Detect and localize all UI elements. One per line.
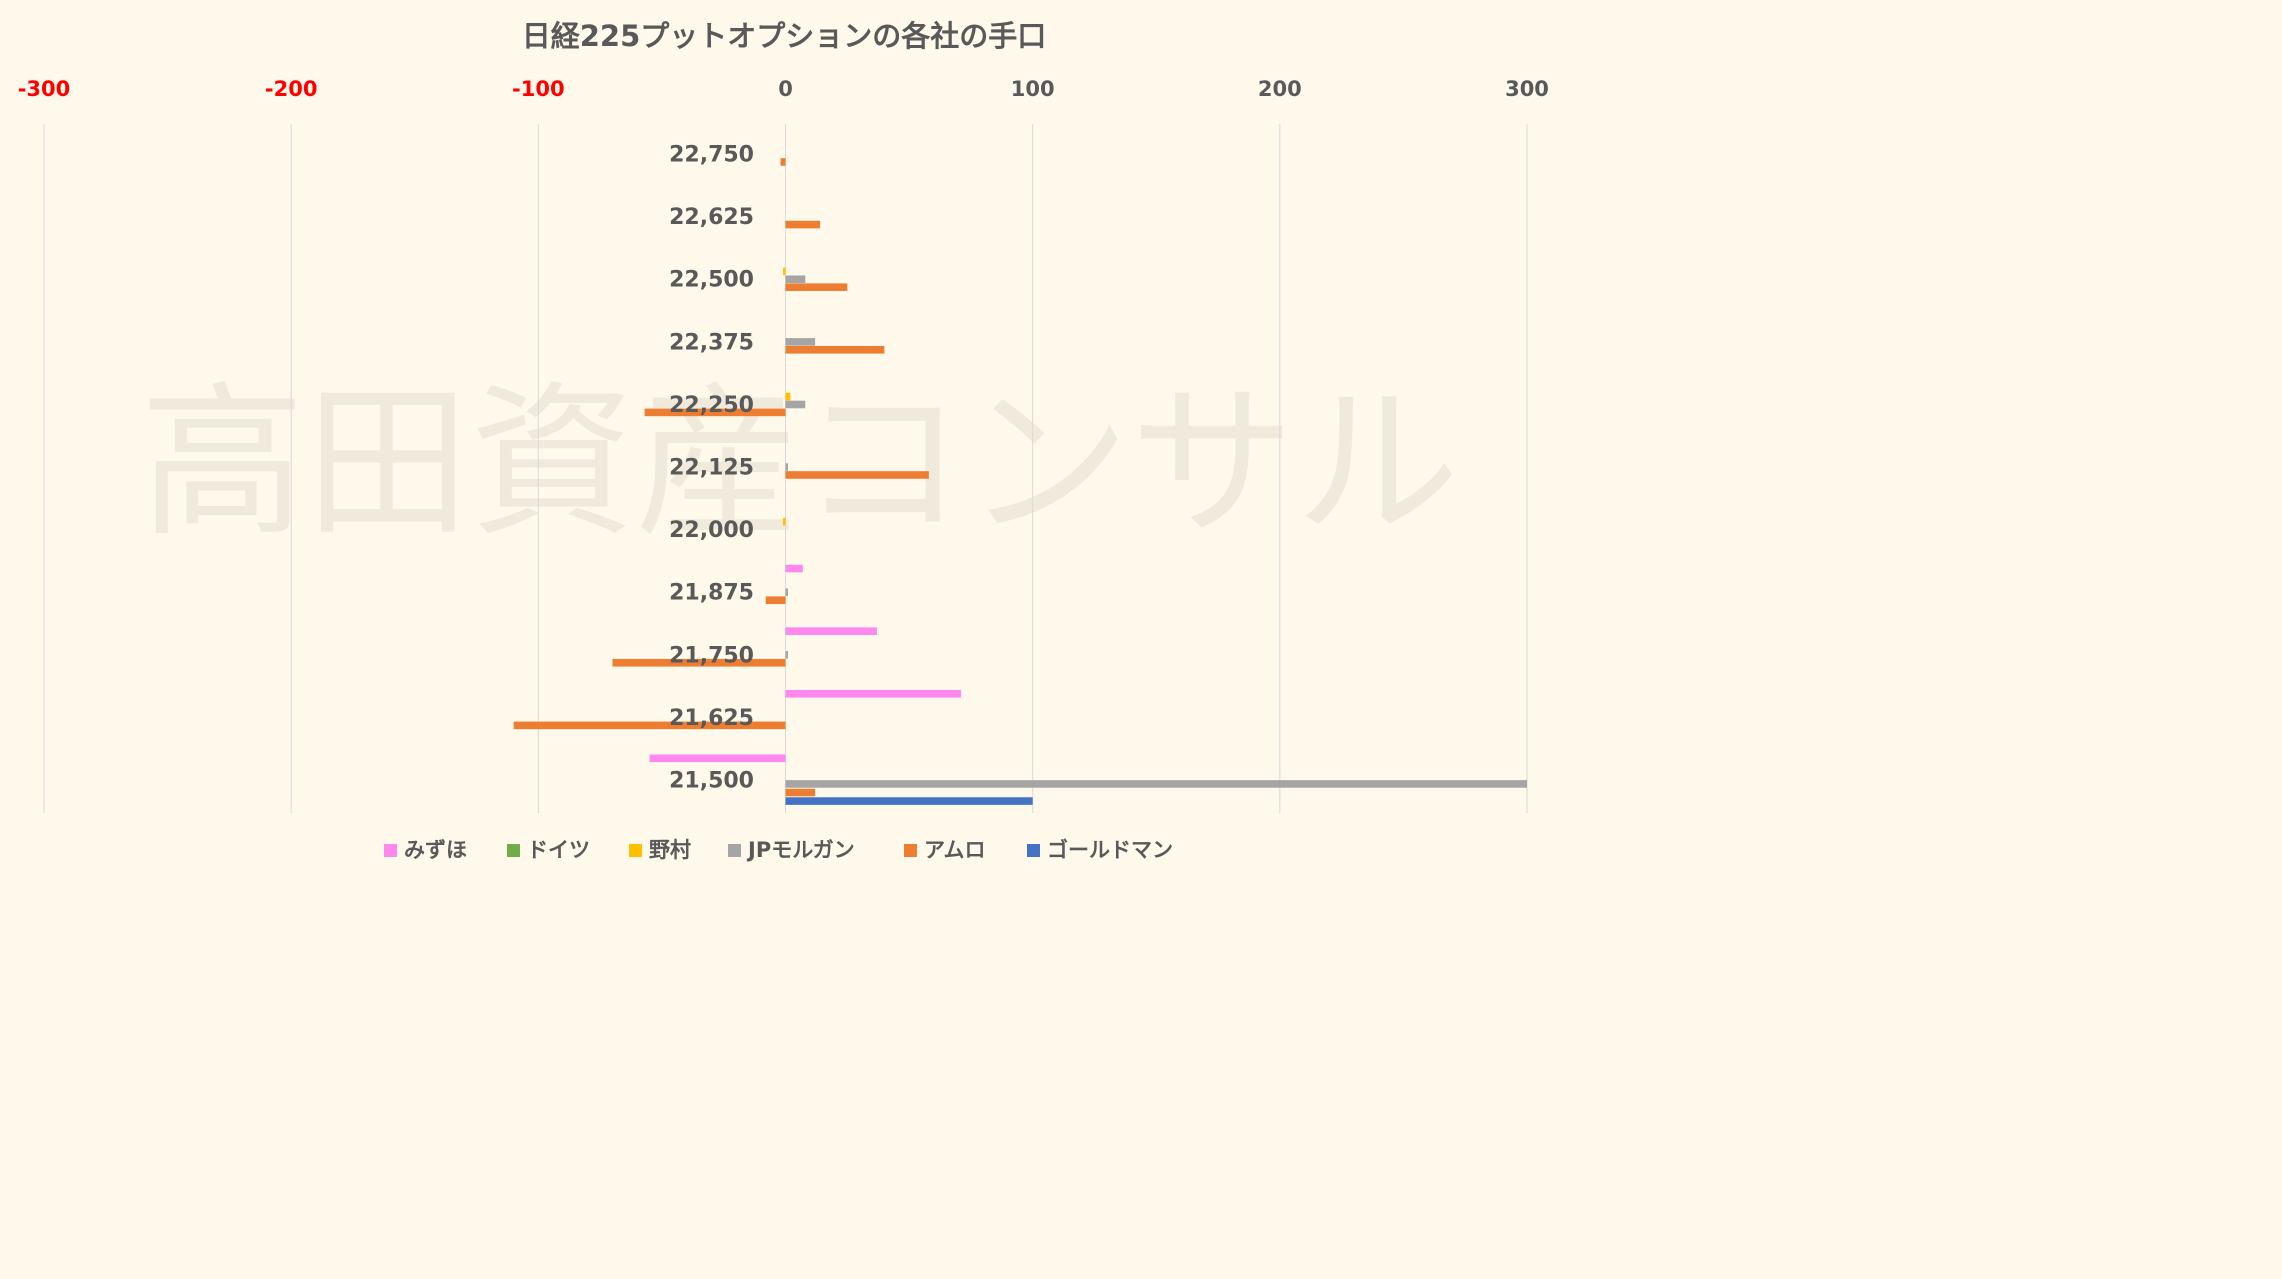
legend-entry: みずほ <box>404 838 467 862</box>
category-label: 22,500 <box>669 268 754 293</box>
category-label: 22,750 <box>669 143 754 168</box>
bar <box>785 780 1527 788</box>
x-axis-ticks: -300 -200 -100 0 100 200 300 <box>18 77 1549 101</box>
legend-swatch <box>904 844 917 857</box>
legend-entry: JPモルガン <box>746 838 855 862</box>
bar <box>785 627 877 635</box>
category-labels: 22,750 22,625 22,500 22,375 22,250 22,125 22,0… <box>669 143 754 794</box>
legend-entry: アムロ <box>924 838 986 862</box>
bar <box>785 392 791 401</box>
legend-swatch <box>384 844 397 857</box>
legend-entry: 野村 <box>649 838 691 862</box>
bar <box>785 338 816 346</box>
bar <box>785 400 806 409</box>
bar <box>785 588 788 597</box>
legend-swatch <box>629 844 642 857</box>
legend-swatch <box>728 844 741 857</box>
bar-chart: 高田資産コンサル 日経225プットオプションの各社の手口 -300 -200 -10… <box>18 19 1549 862</box>
legend-swatch <box>1027 844 1040 857</box>
x-tick-label: 300 <box>1505 77 1549 101</box>
gridlines <box>43 124 1528 813</box>
category-label: 22,250 <box>669 393 754 418</box>
bar <box>785 220 821 229</box>
x-tick-label: 100 <box>1011 77 1055 101</box>
bar <box>513 721 786 730</box>
bar <box>785 788 816 797</box>
category-label: 21,500 <box>669 769 754 794</box>
bar <box>785 463 788 471</box>
bar <box>612 658 786 667</box>
bar <box>785 797 1033 805</box>
legend-entry: ゴールドマン <box>1047 838 1173 862</box>
legend-entry: ドイツ <box>527 838 590 862</box>
x-tick-label: -300 <box>18 77 71 101</box>
bar <box>785 471 929 479</box>
category-label: 21,625 <box>669 706 754 731</box>
x-tick-label: -100 <box>512 77 565 101</box>
bar <box>783 267 786 276</box>
bar <box>785 564 803 573</box>
x-tick-label: 200 <box>1258 77 1302 101</box>
bar <box>785 283 848 291</box>
chart-title: 日経225プットオプションの各社の手口 <box>522 19 1047 53</box>
bars <box>513 158 1527 805</box>
category-label: 22,000 <box>669 518 754 543</box>
category-label: 22,125 <box>669 456 754 481</box>
bar <box>785 689 961 698</box>
x-tick-label: -200 <box>265 77 318 101</box>
bar <box>785 275 806 284</box>
bar <box>765 596 786 604</box>
bar <box>644 408 786 417</box>
watermark-text: 高田資産コンサル <box>140 367 1460 559</box>
category-label: 22,625 <box>669 205 754 230</box>
category-label: 22,375 <box>669 330 754 355</box>
bar <box>785 651 788 659</box>
legend: みずほ ドイツ 野村 JPモルガン アムロ ゴールドマン <box>384 838 1173 862</box>
bar <box>649 754 786 763</box>
bar <box>783 517 786 526</box>
bar <box>780 158 786 166</box>
category-label: 21,875 <box>669 581 754 606</box>
legend-swatch <box>507 844 520 857</box>
x-tick-label: 0 <box>778 77 793 101</box>
chart: 高田資産コンサル 日経225プットオプションの各社の手口 -300 -200 -10… <box>0 0 1568 879</box>
bar <box>785 345 885 354</box>
category-label: 21,750 <box>669 643 754 668</box>
